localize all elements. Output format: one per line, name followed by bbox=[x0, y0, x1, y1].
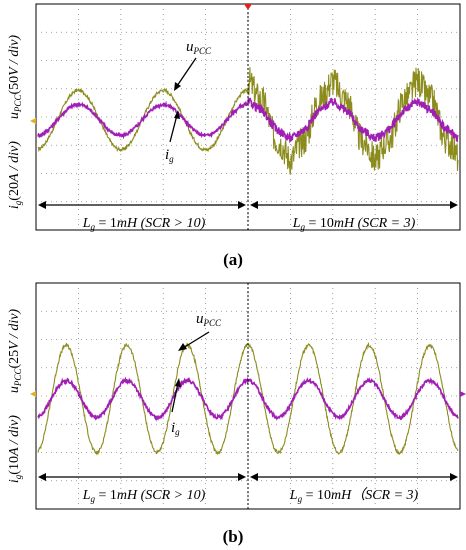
ylabel-a: ig(20A / div) uPCC(50V / div) bbox=[7, 35, 23, 210]
region-l-eq-b: = 1 bbox=[95, 488, 117, 503]
region-l-unit-b: mH bbox=[117, 488, 138, 503]
region-arrowhead-r2-a bbox=[450, 201, 458, 209]
region-l-cond-b: (SCR > 10) bbox=[137, 488, 205, 503]
region-r-unit-a: mH bbox=[334, 216, 355, 231]
region-l-unit-a: mH bbox=[117, 216, 138, 231]
annotation-upcc-var-b: u bbox=[196, 311, 204, 327]
region-r-cond-b: （SCR = 3) bbox=[351, 487, 418, 503]
arrow-ig-b bbox=[171, 382, 179, 413]
region-r-unit-b: mH bbox=[331, 488, 352, 503]
arrowhead-upcc-a bbox=[174, 82, 181, 91]
series-ig-b bbox=[37, 376, 459, 422]
arrowhead-ig-a bbox=[174, 110, 180, 119]
region-label-right-b: Lg = 10mH（SCR = 3) bbox=[289, 487, 419, 504]
ylabel-top-scale-a: (50 bbox=[7, 76, 22, 95]
level-marker-left-a bbox=[30, 118, 36, 124]
ylabel-bottom-unit-a: A / div) bbox=[7, 141, 22, 183]
ylabel-bottom-unit-b: A / div) bbox=[7, 415, 22, 457]
region-r-eq-b: = 10 bbox=[302, 488, 331, 503]
annotation-upcc-sub-a: PCC bbox=[193, 46, 213, 56]
arrow-upcc-a bbox=[176, 57, 197, 87]
region-label-left-b: Lg = 1mH (SCR > 10) bbox=[82, 488, 206, 504]
series-upcc-a bbox=[37, 67, 459, 175]
ylabel-top-var-b: u bbox=[7, 386, 22, 393]
panel-b: ig(10A / div)uPCC(25V / div) uPCC ig Lg … bbox=[7, 282, 466, 546]
ylabel-bottom-scale-b: (10 bbox=[7, 456, 22, 475]
ylabel-bottom-scale-a: (20 bbox=[7, 182, 22, 201]
region-arrowhead-r2-b bbox=[450, 473, 458, 481]
ylabel-top-unit-a: V / div) bbox=[7, 35, 22, 76]
ylabel-bottom-var-b: i bbox=[7, 479, 22, 483]
region-r-var-a: L bbox=[292, 216, 301, 231]
region-arrowhead-l1-b bbox=[38, 473, 46, 481]
ylabel-top-scale-b: (25 bbox=[7, 350, 22, 369]
annotation-ig-var-a: i bbox=[165, 147, 169, 163]
region-r-sub-a: g bbox=[300, 222, 305, 232]
region-arrowhead-r1-b bbox=[250, 473, 258, 481]
annotation-upcc-a: uPCC bbox=[186, 39, 212, 56]
region-r-sub-b: g bbox=[298, 494, 303, 504]
panel-label-b: (b) bbox=[223, 527, 244, 546]
region-arrowhead-l1-a bbox=[38, 201, 46, 209]
region-l-sub-b: g bbox=[90, 494, 95, 504]
arrow-upcc-b bbox=[182, 331, 210, 349]
ylabel-top-unit-b: V / div) bbox=[7, 309, 22, 350]
level-marker-right-b bbox=[460, 391, 466, 397]
ylabel-top-sub-b: PCC bbox=[13, 368, 23, 388]
arrowhead-upcc-b bbox=[178, 343, 187, 351]
annotation-ig-var-b: i bbox=[171, 420, 175, 436]
region-arrowhead-l2-b bbox=[238, 473, 246, 481]
ylabel-bottom-sub-b: g bbox=[13, 474, 23, 479]
ylabel-b: ig(10A / div) uPCC(25V / div) bbox=[7, 309, 23, 484]
region-l-var-b: L bbox=[82, 488, 91, 503]
region-r-var-b: L bbox=[289, 488, 298, 503]
ylabel-top-sub-a: PCC bbox=[13, 94, 23, 114]
arrow-ig-a bbox=[169, 114, 178, 143]
region-l-var-a: L bbox=[82, 216, 91, 231]
panel-label-a: (a) bbox=[223, 250, 243, 269]
region-l-cond-a: (SCR > 10) bbox=[137, 216, 205, 231]
ylabel-bottom-var-a: i bbox=[7, 205, 22, 209]
annotation-ig-sub-b: g bbox=[175, 427, 180, 437]
region-r-cond-a: (SCR = 3) bbox=[354, 216, 415, 231]
ylabel-top-var-a: u bbox=[7, 112, 22, 119]
annotation-ig-sub-a: g bbox=[169, 154, 174, 164]
region-l-eq-a: = 1 bbox=[95, 216, 117, 231]
annotation-upcc-sub-b: PCC bbox=[203, 318, 223, 328]
region-arrowhead-r1-a bbox=[250, 201, 258, 209]
annotation-ig-a: ig bbox=[165, 147, 174, 164]
region-label-left-a: Lg = 1mH (SCR > 10) bbox=[82, 216, 206, 232]
grid-a bbox=[36, 4, 460, 230]
region-label-right-a: Lg = 10mH (SCR = 3) bbox=[292, 216, 416, 232]
annotation-ig-b: ig bbox=[171, 420, 180, 437]
ylabel-bottom-sub-a: g bbox=[13, 200, 23, 205]
annotation-upcc-var-a: u bbox=[186, 39, 194, 55]
region-arrowhead-l2-a bbox=[238, 201, 246, 209]
level-marker-left-b bbox=[30, 391, 36, 397]
panel-a: ig(20A / div)uPCC(50V / div) uPCC ig Lg … bbox=[7, 3, 461, 269]
region-r-eq-a: = 10 bbox=[305, 216, 334, 231]
arrowhead-ig-b bbox=[175, 378, 181, 387]
region-l-sub-a: g bbox=[90, 222, 95, 232]
trigger-marker-a bbox=[244, 4, 252, 10]
annotation-upcc-b: uPCC bbox=[196, 311, 222, 328]
